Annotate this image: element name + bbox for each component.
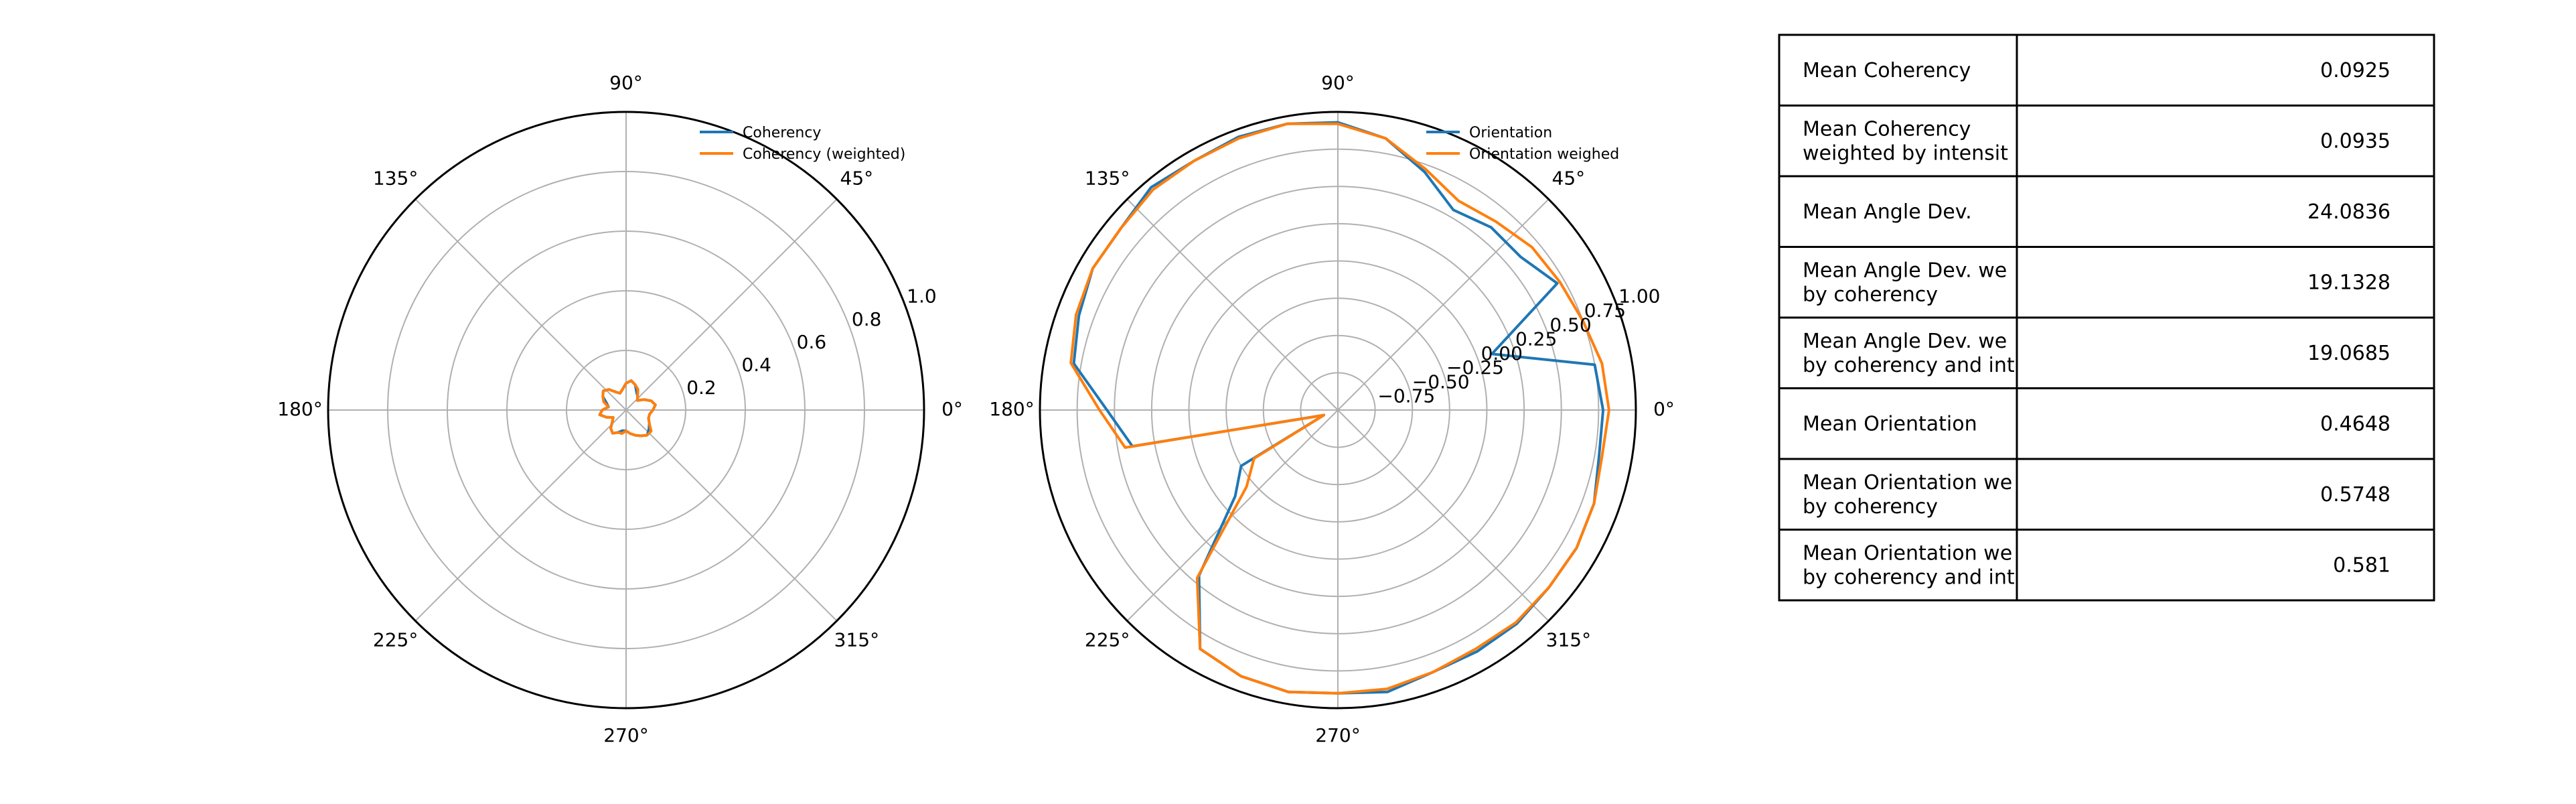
orientation-radial-gridline [1300, 372, 1376, 448]
coherency-angle-tick-label: 180° [277, 398, 322, 420]
coherency-legend-label: Coherency [743, 125, 821, 141]
table-row-label: Mean Orientation we by coherency [1803, 471, 2012, 519]
orientation-radial-tick-label: −0.75 [1377, 385, 1435, 407]
orientation-radial-tick-label: 0.00 [1481, 342, 1523, 364]
table-row-label: Mean Angle Dev. we by coherency and int [1803, 330, 2015, 377]
table-row-value: 24.0836 [2307, 200, 2391, 224]
table-row-value: 0.5748 [2320, 483, 2391, 507]
coherency-radial-gridline [447, 230, 806, 590]
coherency-series-line-1 [598, 379, 657, 438]
coherency-radial-tick-label: 0.4 [741, 354, 771, 376]
orientation-angle-tick-label: 0° [1653, 398, 1675, 420]
orientation-radial-gridline [1262, 334, 1414, 486]
coherency-angle-tick-label: 225° [373, 628, 418, 651]
table-row-label: Mean Orientation we by coherency and int [1803, 541, 2015, 589]
coherency-angle-gridline [625, 198, 838, 411]
statistics-table: Mean Coherency 0.0925 Mean Coherency weight… [1778, 34, 2435, 602]
coherency-radial-tick-label: 1.0 [907, 285, 937, 308]
orientation-radial-tick-label: 0.50 [1549, 314, 1591, 336]
coherency-angle-tick-label: 315° [834, 628, 879, 651]
orientation-angle-tick-label: 135° [1085, 168, 1130, 190]
orientation-legend: Orientation Orientation weighed [1426, 125, 1619, 163]
table-row-value: 19.1328 [2307, 271, 2391, 294]
orientation-radial-tick-label: 0.25 [1515, 328, 1557, 350]
coherency-polar-chart: 0° 45° 90° 135° 180° 225° 270° 315° 0.2 0.4 0.6 0.8… [277, 72, 963, 746]
coherency-angle-tick-label: 0° [941, 398, 963, 420]
coherency-angle-gridline [414, 409, 627, 622]
coherency-legend: Coherency Coherency (weighted) [700, 125, 905, 163]
orientation-angle-tick-label: 270° [1315, 724, 1360, 746]
orientation-polar-frame [1039, 111, 1637, 710]
orientation-angle-tick-label: 180° [989, 398, 1034, 420]
orientation-polar-chart: 0° 45° 90° 135° 180° 225° 270° 315° −0.75−0.50−0… [989, 72, 1675, 746]
coherency-radial-tick-label: 0.8 [852, 308, 882, 330]
table-row-label: Mean Coherency weighted by intensit [1803, 117, 2008, 165]
orientation-angle-tick-label: 225° [1085, 628, 1130, 651]
orientation-angle-tick-label: 315° [1546, 628, 1591, 651]
coherency-angle-tick-label: 90° [609, 72, 643, 94]
coherency-radial-gridline [387, 171, 865, 649]
table-row-label: Mean Coherency [1803, 59, 1971, 82]
coherency-polar-frame [327, 111, 925, 710]
coherency-radial-tick-label: 0.6 [797, 331, 827, 353]
coherency-angle-gridline [625, 409, 838, 622]
orientation-radial-tick-label: 1.00 [1618, 285, 1660, 308]
coherency-angle-tick-label: 45° [840, 168, 874, 190]
orientation-radial-tick-label: −0.25 [1446, 356, 1504, 379]
orientation-radial-gridline [1225, 297, 1450, 523]
orientation-series-line-0 [1072, 121, 1605, 695]
coherency-radial-tick-label: 0.2 [686, 377, 716, 399]
table-row-value: 0.0935 [2320, 129, 2391, 153]
orientation-angle-tick-label: 90° [1321, 72, 1355, 94]
table-row-label: Mean Orientation [1803, 412, 1977, 436]
coherency-angle-tick-label: 135° [373, 168, 418, 190]
table-row-value: 0.4648 [2320, 412, 2391, 436]
orientation-legend-label: Orientation [1469, 125, 1552, 141]
orientation-angle-tick-label: 45° [1552, 168, 1586, 190]
coherency-radial-gridline [506, 290, 746, 530]
orientation-radial-gridline [1150, 222, 1525, 598]
table-row-label: Mean Angle Dev. we by coherency [1803, 259, 2007, 306]
orientation-radial-tick-label: −0.50 [1412, 371, 1470, 393]
orientation-radial-gridline [1114, 186, 1562, 634]
coherency-legend-label: Coherency (weighted) [743, 146, 905, 163]
coherency-radial-gridline [566, 350, 686, 470]
coherency-angle-gridline [414, 198, 627, 411]
coherency-angle-tick-label: 270° [603, 724, 648, 746]
orientation-radial-gridline [1076, 148, 1600, 672]
table-row-label: Mean Angle Dev. [1803, 200, 1972, 224]
orientation-radial-gridline [1188, 260, 1488, 560]
orientation-series-line-1 [1069, 122, 1610, 695]
table-row-value: 0.581 [2333, 553, 2391, 577]
table-row-value: 19.0685 [2307, 342, 2391, 365]
orientation-legend-label: Orientation weighed [1469, 146, 1619, 163]
orientation-radial-tick-label: 0.75 [1584, 299, 1626, 322]
table-row-value: 0.0925 [2320, 59, 2391, 82]
